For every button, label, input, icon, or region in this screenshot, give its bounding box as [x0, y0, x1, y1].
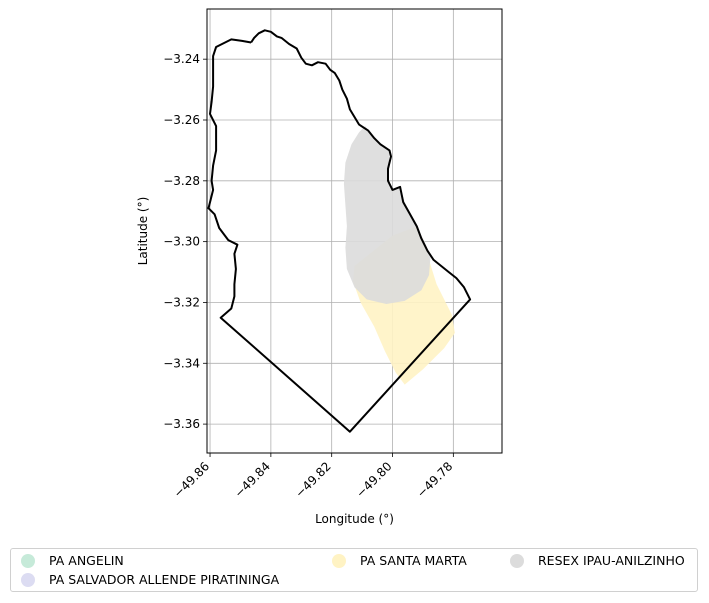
y-tick-label: −3.28 [163, 174, 200, 188]
y-tick-label: −3.32 [163, 295, 200, 309]
y-ticks: −3.24 −3.26 −3.28 −3.30 −3.32 −3.34 −3.36 [163, 52, 207, 431]
legend-label: PA SANTA MARTA [360, 553, 467, 568]
x-tick-label: −49.86 [171, 459, 212, 500]
legend-item-pa-angelin: PA ANGELIN [21, 553, 124, 568]
y-tick-label: −3.36 [163, 417, 200, 431]
boundary-layer [207, 29, 472, 433]
legend-item-resex-ipau-anilzinho: RESEX IPAU-ANILZINHO [510, 553, 685, 568]
x-axis-label: Longitude (°) [315, 512, 394, 526]
x-tick-label: −49.78 [414, 459, 455, 500]
grid [207, 9, 502, 453]
y-tick-label: −3.26 [163, 113, 200, 127]
legend: PA ANGELIN PA SALVADOR ALLENDE PIRATININ… [10, 548, 698, 592]
x-tick-label: −49.80 [353, 459, 394, 500]
x-tick-label: −49.84 [232, 459, 273, 500]
legend-label: PA SALVADOR ALLENDE PIRATININGA [49, 572, 280, 587]
polygon-layer [343, 126, 455, 385]
legend-marker-icon [510, 553, 524, 568]
legend-label: PA ANGELIN [49, 553, 124, 568]
map-plot: −49.86 −49.84 −49.82 −49.80 −49.78 −3.24−3.2… [136, 8, 503, 526]
polygon-resex-ipau-anilzinho [343, 126, 431, 304]
legend-item-pa-santa-marta: PA SANTA MARTA [332, 553, 467, 568]
x-tick-label: −49.82 [293, 459, 334, 500]
y-tick-label: −3.34 [163, 356, 200, 370]
y-tick-label: −3.24 [163, 52, 200, 66]
legend-item-pa-salvador-allende-piratininga: PA SALVADOR ALLENDE PIRATININGA [21, 572, 279, 587]
legend-marker-icon [21, 553, 35, 568]
legend-label: RESEX IPAU-ANILZINHO [538, 553, 685, 568]
y-axis-label: Latitude (°) [136, 197, 150, 266]
y-tick-label: −3.30 [163, 235, 200, 249]
boundary-outline [207, 29, 472, 433]
legend-marker-icon [332, 553, 346, 568]
x-ticks: −49.86 −49.84 −49.82 −49.80 −49.78 [171, 453, 455, 501]
legend-marker-icon [21, 572, 35, 587]
plot-frame [206, 8, 503, 454]
